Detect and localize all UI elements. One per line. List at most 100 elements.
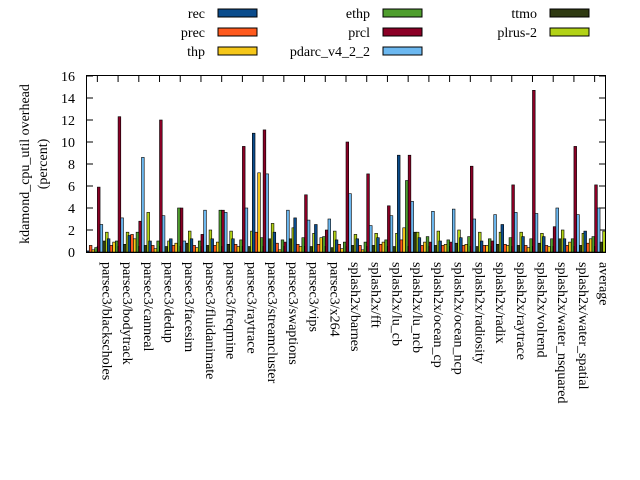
- x-tick-label: parsec3/canneal: [140, 262, 155, 351]
- bar-rec-parsec3/swaptions: [272, 231, 277, 253]
- legend-label-prec: prec: [181, 26, 205, 41]
- bar-rec-splash2x/ocean_ncp: [438, 240, 442, 253]
- legend-label-prcl: prcl: [348, 26, 370, 41]
- bar-prec-splash2x/ocean_cp: [420, 245, 424, 253]
- y-tick-label: 14: [61, 92, 75, 107]
- bar-prec-splash2x/lu_ncb: [399, 239, 404, 253]
- bar-ttmo-splash2x/radiosity: [475, 246, 479, 253]
- bar-ttmo-splash2x/volrend: [537, 242, 541, 253]
- y-tick-label: 6: [68, 180, 75, 195]
- bar-pdarc_v4_2_2-splash2x/raytrace: [514, 212, 518, 253]
- bar-ttmo-parsec3/bodytrack: [123, 244, 127, 253]
- bar-thp-parsec3/fluidanimate: [195, 247, 199, 253]
- bar-ttmo-splash2x/fft: [371, 245, 376, 253]
- bar-ttmo-average: [599, 241, 604, 253]
- bar-thp-splash2x/lu_ncb: [402, 227, 406, 253]
- bar-prcl-average: [594, 184, 598, 253]
- bar-rec-splash2x/radiosity: [459, 237, 463, 253]
- bar-rec-parsec3/x264: [314, 224, 318, 253]
- bar-ttmo-splash2x/ocean_cp: [433, 245, 438, 253]
- bar-pdarc_v4_2_2-parsec3/streamcluster: [265, 173, 269, 253]
- bar-rec-splash2x/raytrace: [500, 224, 504, 253]
- bar-pdarc_v4_2_2-splash2x/water_nsquared: [555, 207, 559, 253]
- bar-prec-parsec3/x264: [316, 244, 321, 253]
- bar-prec-splash2x/fft: [358, 245, 362, 253]
- bar-prec-parsec3/fluidanimate: [192, 245, 196, 253]
- y-tick-label: 10: [61, 136, 75, 151]
- y-axis-label-line2: (percent): [36, 138, 51, 189]
- bar-pdarc_v4_2_2-splash2x/radix: [493, 214, 497, 253]
- bar-prcl-parsec3/bodytrack: [117, 116, 122, 253]
- bar-ttmo-parsec3/canneal: [143, 245, 148, 253]
- bar-ttmo-splash2x/lu_cb: [392, 246, 396, 253]
- legend-swatch-ethp: [382, 8, 423, 18]
- bar-prec-parsec3/canneal: [130, 234, 134, 253]
- bar-thp-parsec3/blackscholes: [91, 249, 95, 253]
- bar-rec-splash2x/barnes: [334, 239, 339, 253]
- bar-ttmo-parsec3/blackscholes: [102, 240, 106, 253]
- bar-ttmo-splash2x/raytrace: [516, 245, 521, 253]
- legend-swatch-ttmo: [549, 8, 590, 18]
- bar-rec-parsec3/streamcluster: [252, 132, 256, 253]
- x-tick-label: parsec3/raytrace: [243, 262, 258, 354]
- bar-prec-parsec3/facesim: [171, 245, 176, 253]
- bar-pdarc_v4_2_2-parsec3/blackscholes: [99, 224, 104, 253]
- legend-swatch-prec: [217, 27, 258, 37]
- bar-prec-splash2x/raytrace: [503, 244, 507, 253]
- bar-ttmo-parsec3/swaptions: [288, 238, 293, 253]
- legend-swatch-thp: [217, 46, 258, 56]
- bar-prec-parsec3/streamcluster: [254, 231, 259, 253]
- x-axis: parsec3/blackscholes parsec3/bodytrack par…: [96, 76, 611, 404]
- bar-prec-parsec3/swaptions: [275, 242, 279, 253]
- x-tick-label: splash2x/volrend: [533, 262, 548, 358]
- y-tick-label: 12: [61, 114, 75, 129]
- bar-rec-parsec3/vips: [293, 217, 297, 253]
- bar-pdarc_v4_2_2-splash2x/volrend: [534, 213, 539, 253]
- x-tick-label: splash2x/lu_ncb: [409, 262, 424, 353]
- bar-pdarc_v4_2_2-parsec3/fluidanimate: [203, 209, 207, 253]
- bar-thp-parsec3/swaptions: [278, 249, 282, 253]
- bar-prcl-splash2x/lu_ncb: [407, 154, 412, 253]
- bar-rec-parsec3/fluidanimate: [189, 238, 194, 253]
- bar-thp-parsec3/x264: [319, 237, 323, 253]
- bar-ethp-parsec3/facesim: [177, 207, 181, 253]
- bar-prcl-parsec3/blackscholes: [97, 186, 101, 253]
- bar-prec-splash2x/radiosity: [461, 245, 466, 253]
- bar-rec-splash2x/radix: [479, 240, 484, 253]
- bar-rec-splash2x/fft: [355, 238, 359, 253]
- bar-thp-splash2x/raytrace: [506, 245, 510, 253]
- bar-thp-splash2x/radiosity: [464, 244, 468, 253]
- bar-prec-splash2x/water_spatial: [565, 245, 569, 253]
- legend-swatch-rec: [217, 8, 258, 18]
- x-tick-label: splash2x/ocean_cp: [430, 262, 445, 368]
- bar-ttmo-splash2x/radix: [496, 244, 500, 253]
- legend-label-thp: thp: [187, 45, 205, 60]
- bar-ttmo-parsec3/facesim: [185, 242, 189, 253]
- bar-prcl-splash2x/raytrace: [511, 184, 515, 253]
- bar-rec-splash2x/water_spatial: [562, 238, 567, 253]
- bar-prcl-parsec3/streamcluster: [262, 129, 267, 253]
- bar-thp-parsec3/freqmine: [215, 241, 220, 253]
- bar-prec-splash2x/ocean_ncp: [441, 245, 445, 253]
- bar-ttmo-parsec3/x264: [330, 247, 334, 253]
- bar-pdarc_v4_2_2-splash2x/lu_cb: [389, 215, 394, 253]
- bar-pdarc_v4_2_2-splash2x/radiosity: [472, 218, 477, 253]
- bar-ttmo-parsec3/freqmine: [226, 244, 231, 253]
- bar-rec-splash2x/ocean_cp: [417, 237, 422, 253]
- bar-ttmo-parsec3/dedup: [164, 246, 168, 253]
- x-tick-label: splash2x/lu_cb: [388, 262, 403, 346]
- bar-rec-parsec3/raytrace: [231, 238, 235, 253]
- bar-thp-splash2x/radix: [485, 245, 489, 253]
- bar-prcl-splash2x/fft: [366, 173, 370, 253]
- bar-rec-parsec3/freqmine: [210, 238, 214, 253]
- x-tick-label: splash2x/radix: [492, 262, 507, 344]
- bar-ttmo-splash2x/barnes: [351, 245, 355, 253]
- bar-thp-splash2x/water_spatial: [568, 241, 572, 253]
- legend-label-plrus-2: plrus-2: [497, 26, 537, 41]
- bar-thp-parsec3/dedup: [153, 248, 158, 253]
- x-tick-label: splash2x/water_spatial: [575, 262, 590, 390]
- x-tick-label: splash2x/raytrace: [513, 262, 528, 360]
- bar-prec-splash2x/volrend: [524, 245, 528, 253]
- bar-prcl-splash2x/lu_cb: [387, 205, 391, 253]
